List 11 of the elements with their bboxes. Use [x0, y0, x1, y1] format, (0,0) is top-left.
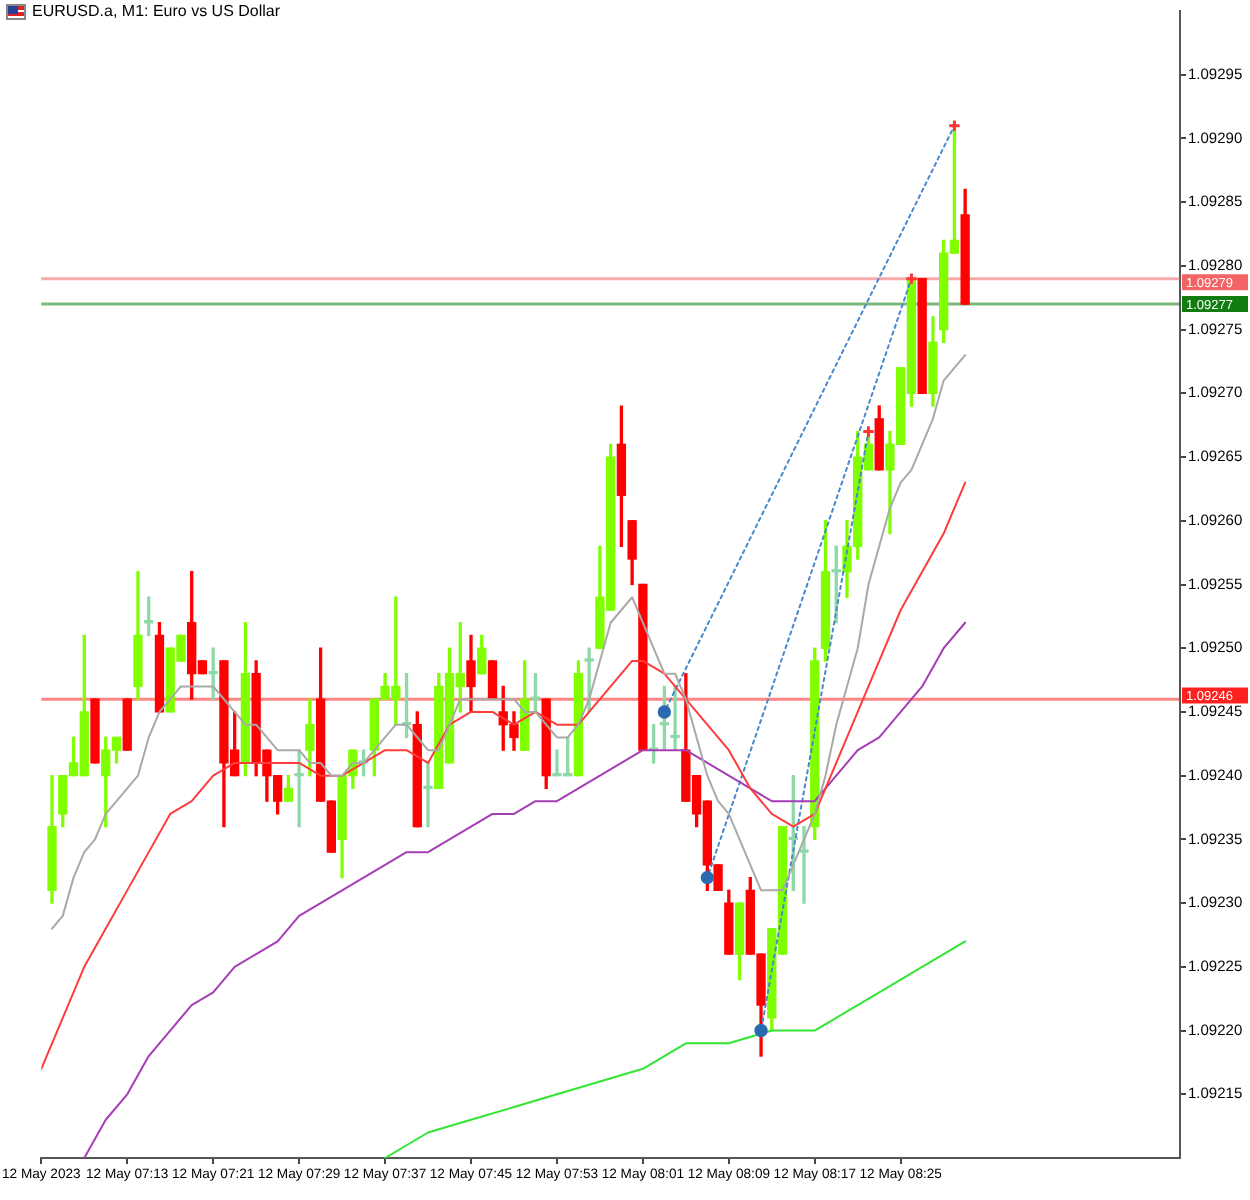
point — [700, 870, 715, 885]
candlestick — [670, 685, 680, 751]
candlestick — [423, 762, 433, 828]
chart-title: EURUSD.a, M1: Euro vs US Dollar — [32, 0, 281, 24]
point — [657, 705, 672, 719]
candlestick — [799, 825, 809, 904]
point — [754, 1023, 768, 1038]
point — [947, 119, 962, 133]
candlestick — [294, 749, 304, 828]
point — [861, 424, 876, 439]
point — [904, 271, 919, 286]
